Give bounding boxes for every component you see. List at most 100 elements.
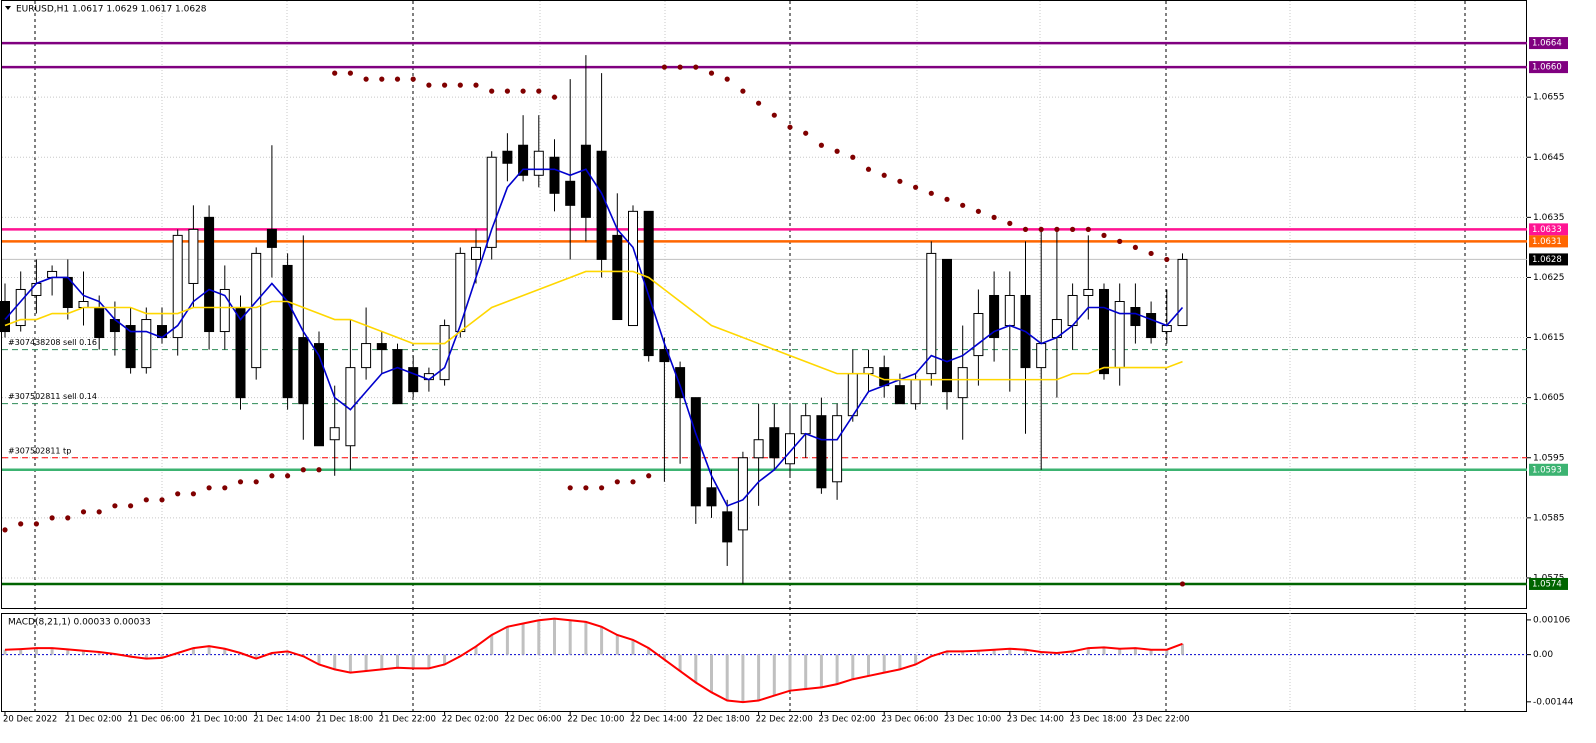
macd-bar — [945, 651, 949, 655]
candle-body — [94, 307, 105, 339]
x-tick-label: 21 Dec 22:00 — [379, 715, 436, 725]
candle-body — [518, 144, 529, 176]
macd-title: MACD(8,21,1) 0.00033 0.00033 — [8, 618, 151, 628]
candle-body — [565, 180, 576, 206]
candle-body — [1130, 307, 1141, 327]
y-tick-label: 0.00106 — [1533, 615, 1570, 625]
x-tick-label: 20 Dec 2022 — [3, 715, 57, 725]
candle-body — [628, 210, 638, 327]
candle-body — [141, 319, 152, 369]
price-label: 1.0660 — [1532, 63, 1562, 73]
candle-body — [612, 234, 623, 321]
signal-line — [4, 617, 1183, 704]
macd-bar — [1039, 652, 1043, 655]
sar-dot — [818, 142, 825, 148]
x-tick-label: 21 Dec 02:00 — [65, 715, 122, 725]
sar-dot — [1085, 226, 1091, 232]
sar-dot — [1007, 220, 1013, 226]
x-tick-label: 23 Dec 10:00 — [944, 715, 1001, 725]
sar-dot — [881, 172, 887, 178]
price-label-box — [1529, 253, 1568, 266]
candle-body — [266, 228, 277, 248]
macd-bar — [694, 654, 698, 683]
macd-bar — [1102, 647, 1106, 655]
macd-bar — [317, 654, 321, 665]
candle-body — [1177, 258, 1188, 327]
sar-dot — [708, 70, 715, 76]
macd-frame — [1, 613, 1527, 712]
candle-body — [737, 457, 748, 531]
macd-bar — [19, 649, 23, 655]
candle-body — [78, 300, 89, 309]
candle-body — [188, 228, 199, 284]
macd-bar — [1133, 648, 1137, 655]
price-label: 1.0633 — [1532, 225, 1562, 235]
macd-bar — [662, 654, 666, 660]
candle-body — [1099, 288, 1109, 375]
candle-body — [894, 385, 905, 405]
candle-body — [942, 258, 952, 393]
candle-body — [1161, 325, 1172, 333]
sar-dot — [928, 190, 934, 196]
macd-bar — [1165, 649, 1169, 655]
macd-bar — [804, 654, 808, 690]
sar-dot — [442, 82, 448, 88]
candle-body — [125, 325, 136, 369]
sar-dot — [473, 82, 479, 88]
macd-bar — [710, 654, 713, 693]
sar-dot — [33, 521, 40, 527]
macd-bar — [553, 618, 556, 655]
macd-bar — [286, 651, 290, 655]
sar-dot — [913, 184, 919, 190]
sar-dot — [661, 64, 668, 70]
sar-dot — [379, 76, 385, 82]
x-tick-label: 23 Dec 18:00 — [1070, 715, 1127, 725]
macd-bar — [1024, 649, 1027, 655]
sar-dot — [253, 479, 259, 485]
order-label: #307502811 tp — [8, 446, 71, 455]
sar-dot — [504, 88, 510, 94]
price-label-box — [1529, 235, 1568, 248]
candle-body — [486, 156, 497, 248]
x-tick-label: 22 Dec 14:00 — [630, 715, 687, 725]
candle-body — [172, 234, 183, 339]
sar-dot — [363, 76, 369, 82]
macd-bar — [835, 654, 839, 685]
macd-bar — [254, 654, 258, 659]
price-label-box — [1529, 37, 1568, 50]
macd-bar — [1071, 651, 1075, 655]
macd-bar — [1149, 649, 1153, 655]
sar-dot — [1101, 232, 1107, 238]
macd-bar — [160, 654, 164, 658]
y-tick-label: 1.0605 — [1533, 393, 1565, 403]
macd-bar — [144, 654, 148, 659]
moving-average — [4, 168, 1184, 507]
candle-body — [235, 307, 246, 399]
sar-dot — [630, 479, 636, 485]
order-label: #307502811 sell 0.14 — [8, 392, 97, 401]
macd-bar — [537, 620, 541, 655]
macd-bar — [50, 648, 54, 655]
price-label-box — [1529, 61, 1568, 74]
y-tick-label: 1.0635 — [1533, 213, 1565, 223]
sar-dot — [269, 473, 275, 479]
candle-body — [1004, 294, 1015, 327]
sar-dot — [1132, 244, 1138, 251]
macd-bar — [615, 634, 619, 655]
sar-dot — [489, 88, 495, 94]
sar-dot — [991, 214, 997, 220]
candle-body — [376, 343, 387, 351]
sar-dot — [599, 485, 605, 491]
x-tick-label: 21 Dec 18:00 — [316, 715, 373, 725]
sar-dot — [285, 473, 291, 479]
macd-bar — [647, 648, 651, 655]
x-tick-label: 21 Dec 06:00 — [128, 715, 185, 725]
sar-dot — [536, 88, 542, 94]
sar-dot — [112, 503, 118, 509]
candle-body — [596, 150, 607, 260]
macd-bar — [757, 654, 761, 701]
y-tick-label: -0.00144 — [1533, 697, 1574, 707]
sar-dot — [551, 94, 558, 100]
